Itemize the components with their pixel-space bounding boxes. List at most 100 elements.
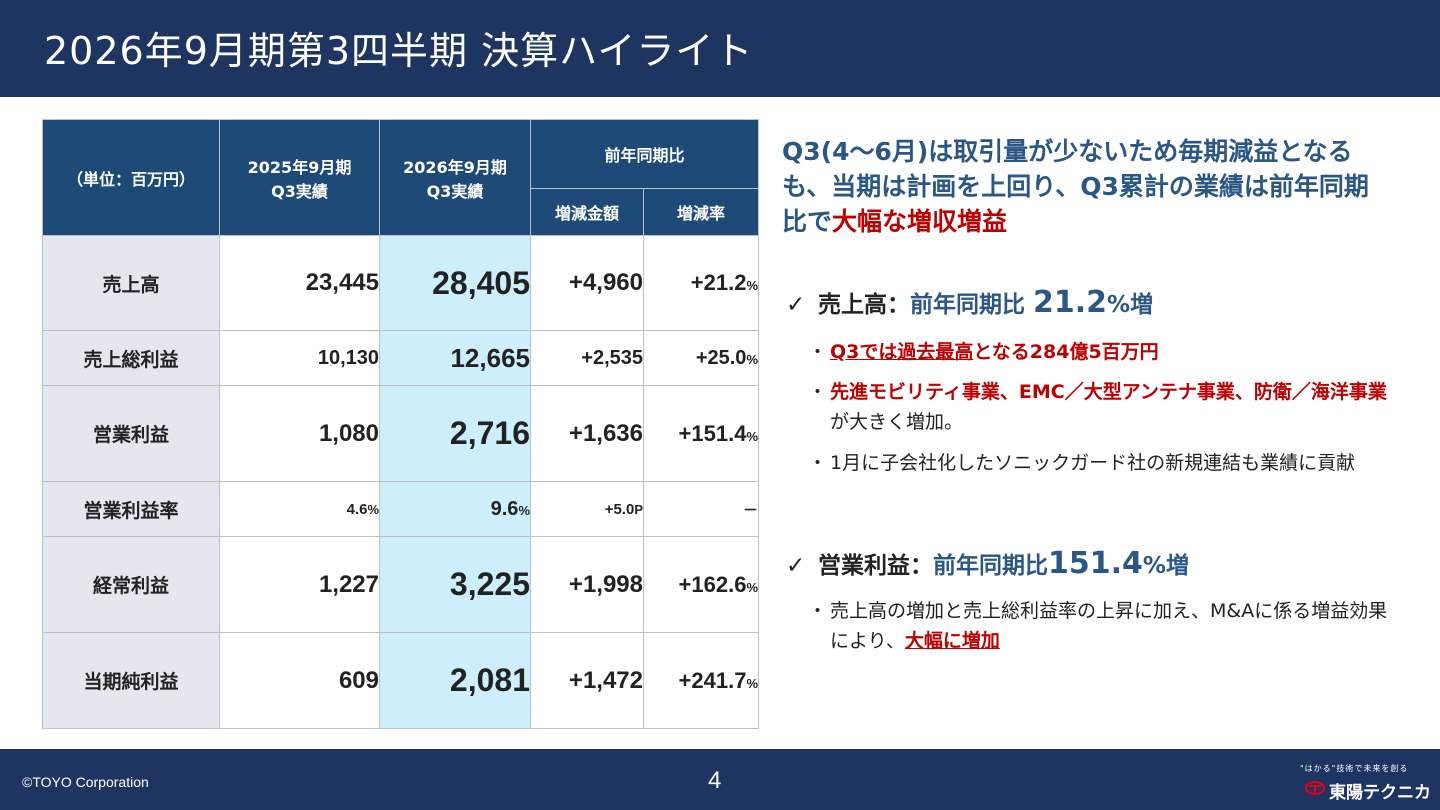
curr-cell: 9.6%: [379, 481, 531, 537]
slide-title: 2026年9月期第3四半期 決算ハイライト: [44, 29, 754, 73]
prev-period-label: 2025年9月期: [247, 157, 352, 177]
op-growth-suffix: %増: [1142, 553, 1189, 579]
curr-period-header: 2026年9月期 Q3実績: [379, 119, 531, 236]
bullet-dot: ・: [808, 381, 828, 403]
table-row: 営業利益 1,080 2,716 +1,636 +151.4%: [42, 385, 759, 482]
rate-unit: %: [746, 428, 758, 444]
rate-unit: %: [746, 579, 758, 595]
curr-period-label: 2026年9月期: [403, 157, 507, 177]
rate-cell: +25.0%: [643, 330, 759, 386]
rate-value: +21.2: [690, 270, 747, 295]
item-rest: が大きく増加。: [830, 411, 964, 433]
curr-value: 2,081: [379, 632, 531, 729]
rate-value: +162.6: [678, 571, 747, 597]
prev-value: 10,130: [219, 330, 380, 386]
company-logo: "はかる"技術で未来を創る 東陽テクニカ: [1295, 763, 1431, 803]
diff-cell: +5.0P: [530, 481, 644, 537]
rate-value: +151.4: [678, 420, 747, 446]
summary-emphasis: 大幅な増収増益: [832, 207, 1008, 236]
diff-value: +1,636: [530, 385, 644, 482]
op-growth-value: 151.4: [1048, 546, 1143, 581]
op-label: 営業利益：: [818, 553, 933, 579]
operating-profit-bullet: ✓ 営業利益：前年同期比151.4%増: [786, 546, 1189, 581]
prev-value: 4.6: [346, 500, 368, 518]
table-row: 経常利益 1,227 3,225 +1,998 +162.6%: [42, 536, 759, 633]
check-icon: ✓: [786, 292, 806, 318]
item-text: 売上高の増加と売上総利益率の上昇に加え、M&Aに係る増益効果により、大幅に増加: [830, 596, 1393, 656]
diff-value: +2,535: [530, 330, 644, 386]
check-icon: ✓: [786, 553, 806, 579]
curr-unit: %: [518, 502, 530, 518]
bullet-dot: ・: [808, 452, 828, 474]
item-rest: 売上高の増加と売上総利益率の上昇に加え、M&Aに係る増益効果により、: [830, 600, 1388, 652]
sales-bullet: ✓ 売上高：前年同期比 21.2%増: [786, 285, 1153, 320]
row-label: 売上高: [42, 235, 220, 331]
sales-label: 売上高：: [818, 292, 910, 318]
page-number: 4: [708, 767, 722, 794]
item-highlight: Q3では過去最高: [830, 341, 974, 363]
row-label: 経常利益: [42, 536, 220, 633]
logo-tagline: "はかる"技術で未来を創る: [1300, 764, 1409, 773]
table-row: 売上高 23,445 28,405 +4,960 +21.2%: [42, 235, 759, 331]
table-row: 営業利益率 4.6% 9.6% +5.0P －: [42, 481, 759, 537]
prev-period-header: 2025年9月期 Q3実績: [219, 119, 380, 236]
table-row: 売上総利益 10,130 12,665 +2,535 +25.0%: [42, 330, 759, 386]
row-label: 営業利益率: [42, 481, 220, 537]
rate-cell: +162.6%: [643, 536, 759, 633]
curr-period-sub: Q3実績: [426, 181, 484, 201]
prev-unit: %: [367, 501, 379, 517]
logo-mark-icon: [1305, 781, 1325, 795]
item-text: 1月に子会社化したソニックガード社の新規連結も業績に貢献: [830, 452, 1356, 474]
item-text: Q3では過去最高となる284億5百万円: [830, 337, 1393, 367]
row-label: 営業利益: [42, 385, 220, 482]
copyright-text: ©TOYO Corporation: [22, 774, 149, 790]
diff-unit: P: [634, 501, 643, 517]
rate-unit: %: [746, 278, 758, 293]
item-highlight: 大幅に増加: [904, 630, 1000, 652]
prev-value: 1,227: [219, 536, 380, 633]
list-item: ・ 1月に子会社化したソニックガード社の新規連結も業績に貢献: [808, 448, 1393, 478]
row-label: 売上総利益: [42, 330, 220, 386]
prev-value: 609: [219, 632, 380, 729]
row-label: 当期純利益: [42, 632, 220, 729]
bullet-dot: ・: [808, 341, 828, 363]
item-highlight: 先進モビリティ事業、EMC／大型アンテナ事業、防衛／海洋事業: [830, 381, 1387, 403]
prev-value: 1,080: [219, 385, 380, 482]
table-row: 当期純利益 609 2,081 +1,472 +241.7%: [42, 632, 759, 729]
item-text: 先進モビリティ事業、EMC／大型アンテナ事業、防衛／海洋事業が大きく増加。: [830, 377, 1393, 437]
rate-header: 増減率: [643, 188, 759, 236]
curr-value: 28,405: [379, 235, 531, 331]
curr-value: 12,665: [379, 330, 531, 386]
table-subheader-row: 増減金額 増減率: [43, 188, 759, 236]
summary-text: Q3(4～6月)は取引量が少ないため毎期減益となるも、当期は計画を上回り、Q3累…: [782, 137, 1369, 236]
list-item: ・ Q3では過去最高となる284億5百万円: [808, 337, 1393, 367]
rate-value: －: [643, 481, 759, 537]
curr-value: 9.6: [490, 497, 519, 520]
prev-value: 23,445: [219, 235, 380, 331]
op-lead: 前年同期比: [933, 553, 1048, 579]
summary-headline: Q3(4～6月)は取引量が少ないため毎期減益となるも、当期は計画を上回り、Q3累…: [782, 134, 1392, 239]
curr-value: 3,225: [379, 536, 531, 633]
list-item: ・ 先進モビリティ事業、EMC／大型アンテナ事業、防衛／海洋事業が大きく増加。: [808, 377, 1393, 437]
rate-unit: %: [746, 351, 758, 367]
curr-value: 2,716: [379, 385, 531, 482]
results-table: （単位：百万円） 2025年9月期 Q3実績 2026年9月期 Q3実績 前年同…: [42, 119, 759, 729]
diff-value: +1,998: [530, 536, 644, 633]
slide-header: 2026年9月期第3四半期 決算ハイライト: [0, 0, 1440, 97]
diff-value: +5.0: [604, 500, 635, 518]
sales-growth-suffix: %増: [1107, 292, 1154, 318]
bullet-dot: ・: [808, 600, 828, 622]
sales-growth-value: 21.2: [1033, 285, 1108, 320]
rate-unit: %: [746, 675, 758, 691]
diff-value: +1,472: [530, 632, 644, 729]
prev-cell: 4.6%: [219, 481, 380, 537]
rate-cell: +21.2%: [643, 235, 759, 331]
diff-value: +4,960: [530, 235, 644, 331]
rate-cell: +151.4%: [643, 385, 759, 482]
rate-value: +241.7: [678, 667, 747, 693]
unit-header: （単位：百万円）: [42, 119, 220, 236]
item-rest: となる284億5百万円: [973, 341, 1159, 363]
rate-value: +25.0: [695, 346, 747, 369]
diff-header: 増減金額: [530, 188, 644, 236]
yoy-header: 前年同期比: [530, 119, 759, 189]
